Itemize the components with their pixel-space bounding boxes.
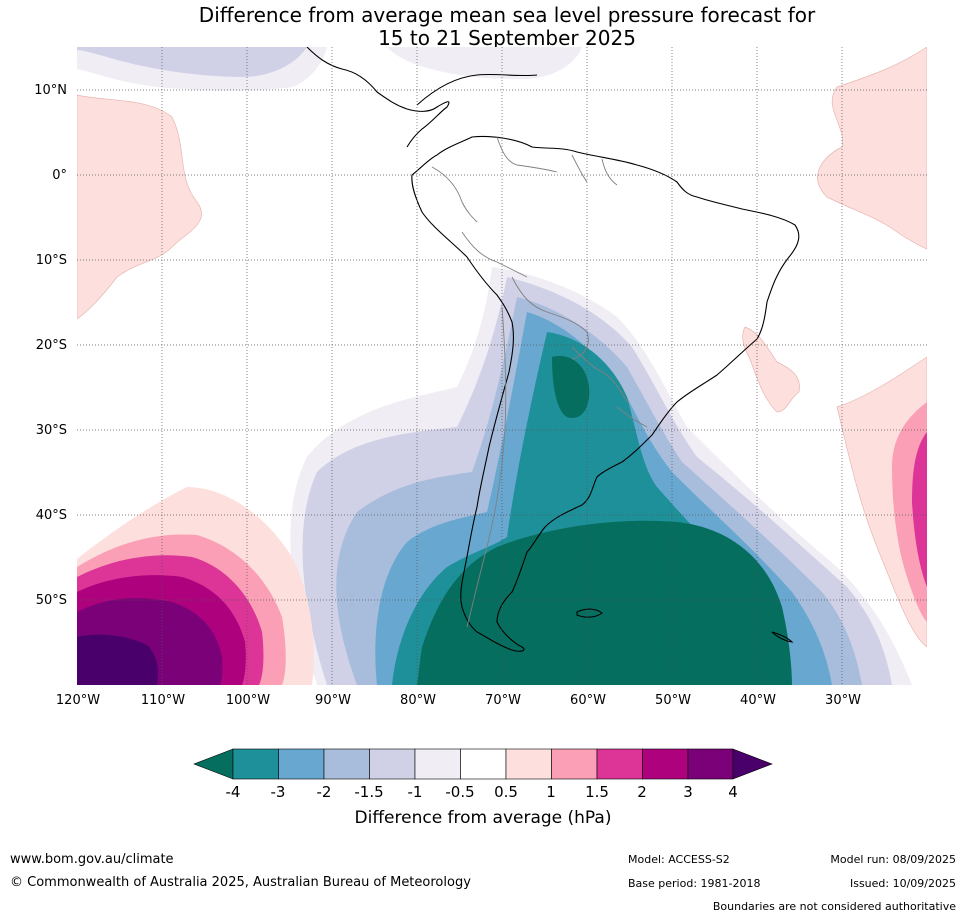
central-america-coastline bbox=[306, 47, 450, 148]
colorbar-tick-6: -0.5 bbox=[445, 783, 475, 801]
colorbar-swatch-11 bbox=[687, 748, 734, 780]
border-venezuela bbox=[496, 136, 558, 173]
colorbar-swatch-10 bbox=[642, 748, 689, 780]
negative-anomaly-region bbox=[290, 267, 912, 685]
colorbar-swatch-6 bbox=[460, 748, 507, 780]
border-bolivia bbox=[511, 276, 589, 360]
lon-label-60w: 60°W bbox=[570, 693, 606, 708]
pressure-anomaly-map bbox=[77, 47, 927, 685]
copyright-notice: © Commonwealth of Australia 2025, Austra… bbox=[10, 875, 471, 890]
south-georgia bbox=[771, 631, 794, 643]
colorbar-swatch-1 bbox=[232, 748, 279, 780]
lon-label-30w: 30°W bbox=[825, 693, 861, 708]
map-canvas bbox=[77, 47, 927, 685]
colorbar-swatch-8 bbox=[551, 748, 598, 780]
lon-label-120w: 120°W bbox=[55, 693, 101, 708]
lon-label-80w: 80°W bbox=[400, 693, 436, 708]
lat-label-20s: 20°S bbox=[35, 338, 67, 353]
lon-label-40w: 40°W bbox=[740, 693, 776, 708]
lon-label-110w: 110°W bbox=[140, 693, 186, 708]
contour-pos-0.5-ne bbox=[817, 47, 927, 250]
lat-label-0: 0° bbox=[52, 168, 67, 183]
contour-neg-1-n bbox=[77, 47, 307, 77]
colorbar-title: Difference from average (hPa) bbox=[354, 808, 612, 828]
contour-neg-4-south bbox=[417, 520, 792, 685]
colorbar-extend-high bbox=[732, 748, 773, 780]
positive-anomaly-east bbox=[742, 326, 927, 648]
lat-label-10s: 10°S bbox=[35, 253, 67, 268]
colorbar-swatch-9 bbox=[596, 748, 643, 780]
issued-date: Issued: 10/09/2025 bbox=[849, 877, 956, 890]
lat-label-10n: 10°N bbox=[34, 83, 67, 98]
colorbar-tick-9: 1.5 bbox=[585, 783, 609, 801]
border-guianas bbox=[571, 154, 618, 186]
lat-label-30s: 30°S bbox=[35, 423, 67, 438]
lon-label-70w: 70°W bbox=[485, 693, 521, 708]
title-line-2: 15 to 21 September 2025 bbox=[378, 26, 636, 50]
contour-neg-4 bbox=[552, 356, 590, 418]
lat-label-40s: 40°S bbox=[35, 508, 67, 523]
border-paraguay bbox=[571, 346, 628, 403]
caribbean-coastline bbox=[416, 73, 538, 106]
colorbar-swatch-3 bbox=[323, 748, 370, 780]
border-argentina-chile bbox=[466, 306, 507, 628]
lon-label-50w: 50°W bbox=[655, 693, 691, 708]
positive-anomaly-northeast bbox=[817, 47, 927, 250]
model-run-date: Model run: 08/09/2025 bbox=[830, 853, 956, 866]
negative-anomaly-north bbox=[77, 47, 582, 91]
contour-pos-1.5-e bbox=[912, 432, 927, 587]
contour-neg-0.5-ne bbox=[387, 47, 582, 80]
colorbar-swatch-2 bbox=[278, 748, 325, 780]
contour-pos-4-sw bbox=[77, 634, 158, 685]
boundaries-disclaimer: Boundaries are not considered authoritat… bbox=[712, 900, 956, 913]
colorbar-tick-11: 3 bbox=[683, 783, 693, 801]
colorbar-tick-10: 2 bbox=[637, 783, 647, 801]
colorbar bbox=[193, 748, 773, 780]
south-america-coastline bbox=[411, 135, 800, 652]
colorbar-tick-12: 4 bbox=[728, 783, 738, 801]
border-peru-brazil bbox=[461, 231, 528, 278]
map-title: Difference from average mean sea level p… bbox=[0, 4, 965, 50]
border-uruguay bbox=[616, 406, 648, 428]
lat-label-50s: 50°S bbox=[35, 593, 67, 608]
base-period: Base period: 1981-2018 bbox=[628, 877, 761, 890]
colorbar-swatch-5 bbox=[414, 748, 461, 780]
colorbar-tick-2: -3 bbox=[270, 783, 286, 801]
colorbar-tick-8: 1 bbox=[546, 783, 556, 801]
model-name: Model: ACCESS-S2 bbox=[628, 853, 730, 866]
lon-label-90w: 90°W bbox=[315, 693, 351, 708]
title-line-1: Difference from average mean sea level p… bbox=[198, 3, 816, 27]
lon-label-100w: 100°W bbox=[225, 693, 271, 708]
colorbar-tick-1: -4 bbox=[225, 783, 241, 801]
colorbar-tick-5: -1 bbox=[407, 783, 423, 801]
falkland-islands bbox=[576, 608, 603, 618]
colorbar-swatch-7 bbox=[505, 748, 552, 780]
colorbar-tick-7: 0.5 bbox=[494, 783, 518, 801]
website-link[interactable]: www.bom.gov.au/climate bbox=[10, 852, 174, 867]
colorbar-extend-low bbox=[193, 748, 234, 780]
colorbar-tick-4: -1.5 bbox=[354, 783, 384, 801]
positive-anomaly-northwest bbox=[77, 94, 202, 320]
coastlines bbox=[306, 47, 800, 652]
contour-pos-0.5-nw bbox=[77, 94, 202, 320]
positive-anomaly-southwest bbox=[77, 487, 314, 685]
graticule bbox=[77, 47, 927, 685]
colorbar-tick-3: -2 bbox=[316, 783, 332, 801]
colorbar-swatch-4 bbox=[369, 748, 416, 780]
contour-pos-0.5-brazil bbox=[742, 326, 800, 413]
